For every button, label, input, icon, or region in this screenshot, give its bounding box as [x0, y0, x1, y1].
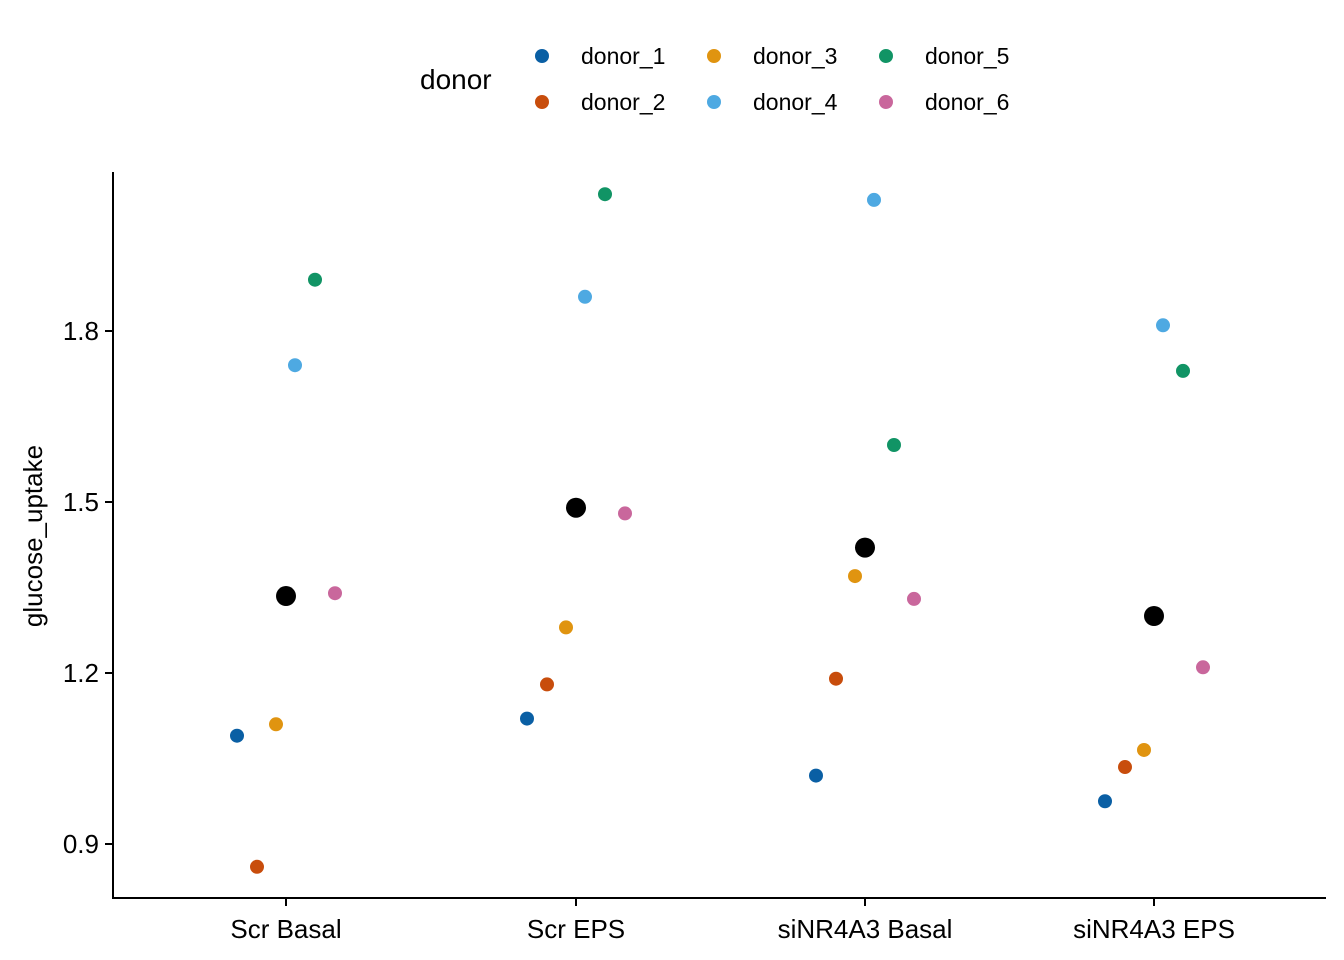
data-point-donor_1	[230, 728, 244, 743]
data-point-donor_2	[1118, 760, 1132, 775]
y-tick-label: 1.8	[63, 316, 99, 346]
data-point-donor_5	[887, 438, 901, 452]
data-point-donor_1	[1098, 794, 1112, 809]
legend-swatch	[707, 95, 721, 109]
x-tick-label: Scr Basal	[230, 914, 341, 944]
legend: donor donor_1donor_2donor_3donor_4donor_…	[420, 43, 1009, 115]
data-points	[230, 187, 1210, 874]
x-tick-label: Scr EPS	[527, 914, 625, 944]
data-point-donor_5	[598, 187, 612, 202]
legend-swatch	[535, 49, 549, 63]
data-point-donor_6	[907, 591, 921, 606]
data-point-donor_6	[328, 586, 342, 601]
legend-label: donor_3	[753, 43, 837, 69]
mean-point	[566, 497, 586, 518]
mean-point	[276, 586, 296, 607]
x-axis: Scr Basal Scr EPS siNR4A3 Basal siNR4A3 EPS	[112, 897, 1326, 944]
y-axis: 0.9 1.2 1.5 1.8	[63, 172, 114, 899]
legend-title: donor	[420, 64, 492, 95]
data-point-donor_3	[269, 717, 283, 732]
data-point-donor_4	[1156, 318, 1170, 333]
data-point-donor_2	[540, 677, 554, 692]
legend-label: donor_1	[581, 43, 665, 69]
data-point-donor_2	[829, 671, 843, 686]
data-point-donor_2	[250, 859, 264, 874]
x-tick-label: siNR4A3 Basal	[778, 914, 953, 944]
data-point-donor_5	[1176, 363, 1190, 378]
y-tick-label: 0.9	[63, 829, 99, 859]
legend-label: donor_5	[925, 43, 1009, 69]
y-axis-title: glucose_uptake	[18, 445, 48, 627]
legend-label: donor_6	[925, 89, 1009, 115]
legend-label: donor_2	[581, 89, 665, 115]
data-point-donor_3	[848, 569, 862, 584]
data-point-donor_3	[559, 620, 573, 635]
data-point-donor_5	[308, 272, 322, 287]
y-tick-label: 1.5	[63, 487, 99, 517]
legend-swatch	[879, 49, 893, 63]
data-point-donor_4	[288, 358, 302, 373]
data-point-donor_6	[1196, 660, 1210, 675]
data-point-donor_1	[809, 768, 823, 783]
x-tick-label: siNR4A3 EPS	[1073, 914, 1235, 944]
legend-swatch	[535, 95, 549, 109]
legend-label: donor_4	[753, 89, 838, 115]
data-point-donor_3	[1137, 742, 1151, 757]
y-tick-label: 1.2	[63, 658, 99, 688]
data-point-donor_4	[578, 289, 592, 304]
data-point-donor_6	[618, 506, 632, 521]
legend-swatch	[879, 95, 893, 109]
legend-items: donor_1 donor_2 donor_3 donor_4 donor_5donor…	[535, 43, 1009, 115]
data-point-donor_4	[867, 192, 881, 207]
data-point-donor_1	[520, 711, 534, 726]
legend-swatch	[707, 49, 721, 63]
mean-point	[855, 537, 875, 558]
mean-point	[1144, 606, 1164, 626]
